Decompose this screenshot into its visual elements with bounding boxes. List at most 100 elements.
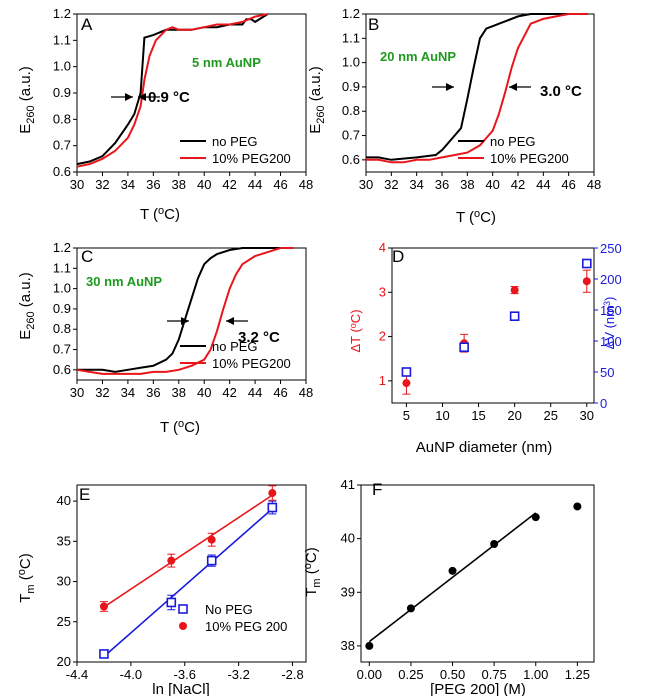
- panel-d-x-tick-label: 20: [507, 408, 521, 423]
- panel-d-ylabel: ΔT (oC): [348, 309, 363, 352]
- panel-d: D ΔT (oC) ΔV (nm3) AuNP diameter (nm): [348, 247, 617, 456]
- panel-a-x-tick-label: 36: [146, 177, 160, 192]
- panel-d-y2label: ΔV (nm3): [602, 297, 617, 350]
- panel-c-y-tick-label: 0.7: [53, 342, 71, 357]
- panel-c-y-tick-label: 0.9: [53, 301, 71, 316]
- panel-e-x-tick-label: -3.2: [227, 667, 249, 682]
- panel-e-legend-label: No PEG: [205, 602, 253, 617]
- panel-f-x-tick-label: 0.75: [481, 667, 506, 682]
- panel-a-letter: A: [81, 15, 93, 34]
- panel-d-y2-tick-label: 200: [600, 272, 622, 287]
- panel-f-plot-frame: [360, 484, 595, 663]
- panel-b-x-tick-label: 32: [384, 177, 398, 192]
- panel-c-y-tick-label: 0.6: [53, 362, 71, 377]
- panel-e-x-tick-label: -2.8: [281, 667, 303, 682]
- panel-d-plot-frame: [391, 247, 595, 404]
- panel-d-y2-tick-label: 0: [600, 396, 607, 411]
- svg-text:ΔT (oC): ΔT (oC): [348, 309, 363, 352]
- panel-b-x-tick-label: 42: [511, 177, 525, 192]
- panel-e-x-tick-label: -4.0: [120, 667, 142, 682]
- panel-d-series-1-point: [581, 258, 592, 269]
- panel-f-y-tick-label: 40: [341, 531, 355, 546]
- panel-a-y-tick-label: 0.9: [53, 85, 71, 100]
- panel-e-legend-swatch: [178, 604, 188, 614]
- panel-b-delta-label: 3.0 °C: [540, 83, 582, 100]
- panel-a-x-tick-label: 48: [299, 177, 313, 192]
- panel-d-series-0-point: [402, 379, 411, 388]
- panel-a-delta-label: 0.9 °C: [148, 89, 190, 106]
- panel-e-series-0-point: [267, 502, 278, 513]
- panel-b-x-tick-label: 38: [460, 177, 474, 192]
- panel-d-x-tick-label: 10: [435, 408, 449, 423]
- panel-c-x-tick-label: 46: [273, 385, 287, 400]
- panel-c: C 30 nm AuNP 3.2 °C E260 (a.u.) T (oC): [17, 247, 280, 436]
- panel-a-x-tick-label: 32: [95, 177, 109, 192]
- panel-b-series-1-line: [366, 13, 588, 164]
- panel-c-x-tick-label: 30: [70, 385, 84, 400]
- panel-b-x-tick-label: 40: [485, 177, 499, 192]
- panel-e-x-tick-label: -3.6: [174, 667, 196, 682]
- panel-f-y-tick-label: 41: [341, 477, 355, 492]
- panel-d-x-tick-label: 15: [471, 408, 485, 423]
- panel-e-y-tick-label: 20: [57, 654, 71, 669]
- panel-a-x-tick-label: 34: [121, 177, 135, 192]
- panel-f-series-0-point: [406, 604, 415, 613]
- panel-f-series-0-point: [531, 513, 540, 522]
- panel-c-x-tick-label: 34: [121, 385, 135, 400]
- panel-f-xlabel: [PEG 200] (M): [430, 681, 526, 696]
- panel-e-series-1-point: [268, 489, 277, 498]
- panel-e-series-0-point: [206, 555, 217, 566]
- panel-b-delta-arrowhead-right: [509, 83, 517, 91]
- panel-a-x-tick-label: 44: [248, 177, 262, 192]
- panel-b-letter: B: [368, 15, 379, 34]
- panel-b-y-tick-label: 1.2: [342, 6, 360, 21]
- panel-c-delta-arrowhead-left: [181, 317, 189, 325]
- panel-a-x-tick-label: 38: [172, 177, 186, 192]
- panel-f-series-0-point: [365, 641, 374, 650]
- panel-b-ylabel: E260 (a.u.): [307, 66, 327, 134]
- panel-c-delta-arrowhead-right: [226, 317, 234, 325]
- panel-c-letter: C: [81, 247, 93, 266]
- panel-d-xlabel: AuNP diameter (nm): [416, 439, 552, 456]
- panel-a-delta-arrowhead-left: [125, 93, 133, 101]
- panel-a-legend-label: 10% PEG200: [212, 151, 291, 166]
- svg-text:ΔV (nm3): ΔV (nm3): [602, 297, 617, 350]
- panel-b-y-tick-label: 1.1: [342, 30, 360, 45]
- panel-e-letter: E: [79, 485, 90, 504]
- panel-e-y-tick-label: 30: [57, 574, 71, 589]
- panel-b-series-0-line: [366, 13, 588, 161]
- svg-text:Tm (oC): Tm (oC): [16, 553, 37, 602]
- panel-d-letter: D: [392, 247, 404, 266]
- panel-c-legend-label: no PEG: [212, 339, 258, 354]
- panel-e-y-tick-label: 25: [57, 614, 71, 629]
- panel-d-y-tick-label: 1: [379, 373, 386, 388]
- panel-f-y-tick-label: 39: [341, 584, 355, 599]
- panel-c-plot-frame: [76, 247, 307, 381]
- panel-c-ylabel: E260 (a.u.): [17, 272, 37, 340]
- panel-c-y-tick-label: 1.2: [53, 240, 71, 255]
- panel-e-y-tick-label: 40: [57, 493, 71, 508]
- panel-d-y-tick-label: 3: [379, 284, 386, 299]
- panel-c-x-tick-label: 32: [95, 385, 109, 400]
- svg-text:E260 (a.u.): E260 (a.u.): [17, 272, 37, 340]
- panel-c-legend-label: 10% PEG200: [212, 356, 291, 371]
- panel-a-delta-arrowhead-right: [138, 93, 146, 101]
- panel-d-series-1-point: [401, 367, 412, 377]
- panel-b-y-tick-label: 0.9: [342, 79, 360, 94]
- panel-f-x-tick-label: 0.50: [440, 667, 465, 682]
- panel-e-xlabel: ln [NaCl]: [152, 681, 210, 696]
- panel-e: E Tm (oC) ln [NaCl]: [16, 485, 210, 696]
- panel-a-y-tick-label: 0.8: [53, 111, 71, 126]
- panel-a-ylabel: E260 (a.u.): [17, 66, 37, 134]
- panel-a-y-tick-label: 0.6: [53, 164, 71, 179]
- panel-b-delta-arrowhead-left: [446, 83, 454, 91]
- panel-c-y-tick-label: 1.0: [53, 281, 71, 296]
- panel-e-series-1-fit-line: [103, 494, 273, 608]
- panel-e-series-0-point: [99, 649, 109, 659]
- panel-c-series-1-line: [76, 247, 294, 375]
- panel-f-ylabel: Tm (oC): [302, 547, 323, 596]
- panel-c-y-tick-label: 1.1: [53, 260, 71, 275]
- panel-c-x-tick-label: 40: [197, 385, 211, 400]
- panel-b: B 20 nm AuNP 3.0 °C E260 (a.u.) T (oC): [307, 15, 582, 226]
